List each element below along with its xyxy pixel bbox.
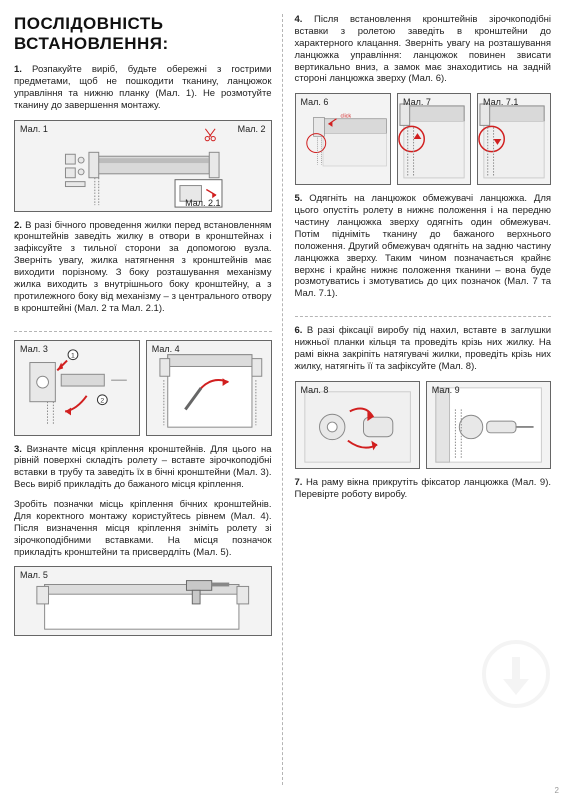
fig-3: Мал. 3 1 2 (14, 340, 140, 436)
fig-row-1: Мал. 1 Мал. 2 (14, 120, 272, 212)
fig-5: Мал. 5 (14, 566, 272, 636)
step-5-num: 5. (295, 193, 303, 204)
page-number: 2 (555, 786, 559, 795)
step-2-text: 2. В разі бічного проведення жилки перед… (14, 220, 272, 315)
step-1-body: Розпакуйте виріб, будьте обережні з гост… (14, 64, 272, 111)
fig-71: Мал. 7.1 (477, 93, 551, 185)
step-3b-text: Зробіть позначки місць кріплення бічних … (14, 499, 272, 558)
step-4-body: Після встановлення кронштейнів зірочкопо… (295, 14, 552, 84)
divider-left-1 (14, 331, 272, 332)
fig-8: Мал. 8 (295, 381, 420, 469)
fig-21-cap: Мал. 2.1 (185, 198, 220, 208)
fig-row-3-4: Мал. 3 1 2 (14, 340, 272, 436)
step-1-num: 1. (14, 64, 22, 75)
step-6-num: 6. (295, 325, 303, 336)
fig-6: Мал. 6 click (295, 93, 392, 185)
fig-8-cap: Мал. 8 (301, 385, 329, 395)
step-6-text: 6. В разі фіксації виробу під нахил, вст… (295, 325, 552, 373)
divider-right-1 (295, 316, 552, 317)
fig-row-8-9: Мал. 8 Мал. 9 (295, 381, 552, 469)
fig-row-5: Мал. 5 (14, 566, 272, 636)
watermark-icon (481, 639, 551, 709)
step-5-text: 5. Одягніть на ланцюжок обмежувачі ланцю… (295, 193, 552, 300)
fig-5-cap: Мал. 5 (20, 570, 48, 580)
step-3a-text: 3. Визначте місця кріплення кронштейнів.… (14, 444, 272, 492)
step-2-num: 2. (14, 220, 22, 231)
fig-7-cap: Мал. 7 (403, 97, 431, 107)
step-4-num: 4. (295, 14, 303, 25)
fig-4-cap: Мал. 4 (152, 344, 180, 354)
svg-text:1: 1 (71, 352, 75, 359)
step-7-body: На раму вікна прикрутіть фіксатор ланцюж… (295, 477, 552, 500)
fig-1-cap: Мал. 1 (20, 124, 48, 134)
fig-row-6-7: Мал. 6 click Мал. 7 (295, 93, 552, 185)
fig-7: Мал. 7 (397, 93, 471, 185)
step-7-text: 7. На раму вікна прикрутіть фіксатор лан… (295, 477, 552, 501)
step-3-num: 3. (14, 444, 22, 455)
fig-9: Мал. 9 (426, 381, 551, 469)
step-1-text: 1. Розпакуйте виріб, будьте обережні з г… (14, 64, 272, 112)
svg-text:2: 2 (100, 397, 104, 404)
step-3a-body: Визначте місця кріплення кронштейнів. Дл… (14, 444, 272, 491)
step-3b-body: Зробіть позначки місць кріплення бічних … (14, 499, 272, 558)
page-title: Послідовність встановлення: (14, 14, 272, 54)
fig-6-cap: Мал. 6 (301, 97, 329, 107)
fig-71-cap: Мал. 7.1 (483, 97, 518, 107)
fig-1-2: Мал. 1 Мал. 2 (14, 120, 272, 212)
fig-4: Мал. 4 (146, 340, 272, 436)
fig-2-cap: Мал. 2 (238, 124, 266, 134)
fig-3-cap: Мал. 3 (20, 344, 48, 354)
svg-text:click: click (340, 114, 351, 120)
fig-9-cap: Мал. 9 (432, 385, 460, 395)
step-4-text: 4. Після встановлення кронштейнів зірочк… (295, 14, 552, 85)
step-6-body: В разі фіксації виробу під нахил, вставт… (295, 325, 552, 372)
step-2-body: В разі бічного проведення жилки перед вс… (14, 220, 272, 314)
step-5-body: Одягніть на ланцюжок обмежувачі ланцюжка… (295, 193, 552, 299)
step-7-num: 7. (295, 477, 303, 488)
